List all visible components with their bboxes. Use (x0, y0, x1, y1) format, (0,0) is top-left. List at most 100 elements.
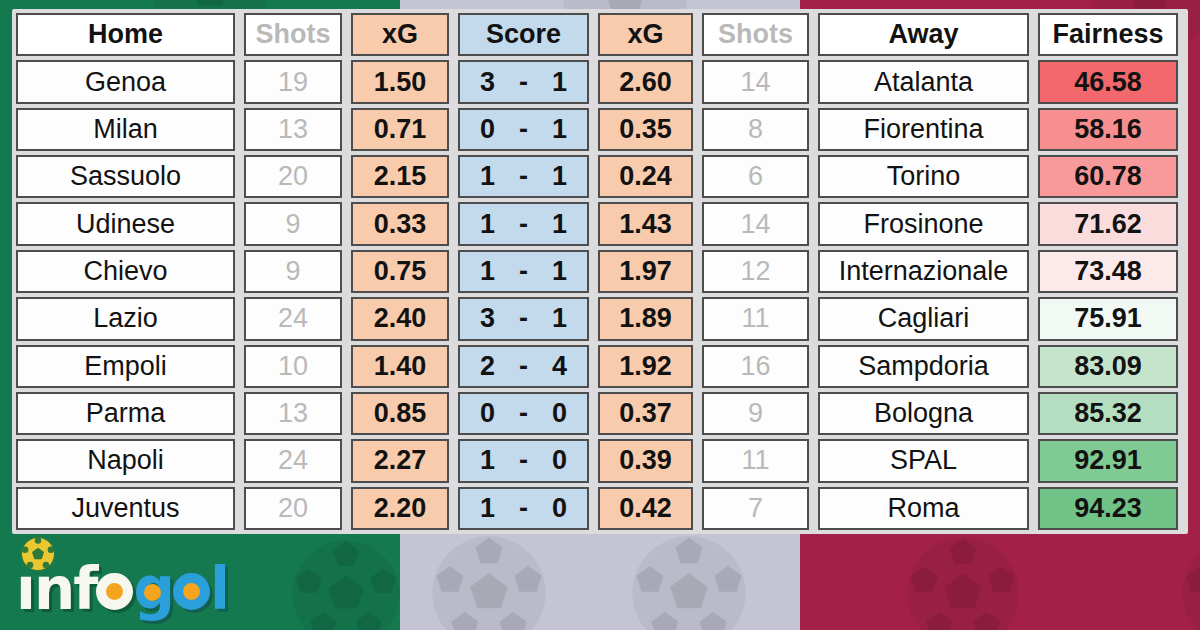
away-goals: 0 (552, 398, 567, 429)
home-team-cell: Empoli (16, 345, 235, 388)
away-xg-cell: 1.89 (598, 297, 693, 340)
away-goals: 0 (552, 445, 567, 476)
away-xg-cell: 1.43 (598, 202, 693, 245)
away-team-cell: Internazionale (818, 250, 1029, 293)
away-shots-cell: 7 (702, 487, 809, 530)
home-xg-cell: 0.71 (351, 108, 449, 151)
away-team-cell: Sampdoria (818, 345, 1029, 388)
home-xg-cell: 1.50 (351, 60, 449, 103)
page-background-italian-flag: Home Shots xG Score xG Shots Away Fairne… (0, 0, 1200, 630)
away-goals: 1 (552, 114, 567, 145)
away-xg-cell: 2.60 (598, 60, 693, 103)
fairness-cell: 60.78 (1038, 155, 1178, 198)
header-away-shots: Shots (702, 13, 809, 56)
away-xg-cell: 0.42 (598, 487, 693, 530)
header-score: Score (458, 13, 589, 56)
logo-letter-o (173, 573, 210, 610)
away-shots-cell: 16 (702, 345, 809, 388)
home-goals: 0 (480, 114, 495, 145)
home-shots-cell: 13 (244, 392, 342, 435)
score-dash: - (519, 67, 528, 98)
score-dash: - (519, 493, 528, 524)
home-xg-cell: 1.40 (351, 345, 449, 388)
score-dash: - (519, 256, 528, 287)
logo-letter-f: f (73, 555, 96, 623)
logo-letter-g: g (133, 554, 173, 624)
away-team-cell: Fiorentina (818, 108, 1029, 151)
score-cell: 2-4 (458, 345, 589, 388)
away-goals: 1 (552, 161, 567, 192)
score-cell: 1-1 (458, 202, 589, 245)
home-shots-cell: 19 (244, 60, 342, 103)
away-team-cell: Bologna (818, 392, 1029, 435)
away-shots-cell: 6 (702, 155, 809, 198)
away-xg-cell: 0.24 (598, 155, 693, 198)
home-goals: 1 (480, 209, 495, 240)
score-cell: 1-0 (458, 487, 589, 530)
away-goals: 1 (552, 67, 567, 98)
home-shots-cell: 10 (244, 345, 342, 388)
score-dash: - (519, 303, 528, 334)
home-shots-cell: 24 (244, 297, 342, 340)
header-home-shots: Shots (244, 13, 342, 56)
logo-letter-i: ı (16, 555, 34, 623)
fairness-cell: 46.58 (1038, 60, 1178, 103)
header-away-xg: xG (598, 13, 693, 56)
away-shots-cell: 14 (702, 60, 809, 103)
fairness-cell: 85.32 (1038, 392, 1178, 435)
away-xg-cell: 0.35 (598, 108, 693, 151)
away-shots-cell: 11 (702, 297, 809, 340)
home-team-cell: Genoa (16, 60, 235, 103)
score-cell: 1-1 (458, 250, 589, 293)
home-team-cell: Napoli (16, 439, 235, 482)
home-goals: 1 (480, 493, 495, 524)
infogol-wordmark: ınfgl (16, 554, 228, 624)
xg-results-table: Home Shots xG Score xG Shots Away Fairne… (12, 9, 1188, 534)
away-team-cell: Roma (818, 487, 1029, 530)
score-cell: 3-1 (458, 297, 589, 340)
home-xg-cell: 0.75 (351, 250, 449, 293)
score-cell: 0-0 (458, 392, 589, 435)
away-team-cell: Atalanta (818, 60, 1029, 103)
home-team-cell: Lazio (16, 297, 235, 340)
home-team-cell: Parma (16, 392, 235, 435)
score-cell: 1-0 (458, 439, 589, 482)
score-dash: - (519, 398, 528, 429)
fairness-cell: 94.23 (1038, 487, 1178, 530)
away-goals: 1 (552, 209, 567, 240)
home-goals: 0 (480, 398, 495, 429)
home-team-cell: Chievo (16, 250, 235, 293)
away-shots-cell: 11 (702, 439, 809, 482)
infogol-logo: ınfgl (16, 538, 356, 630)
home-shots-cell: 9 (244, 250, 342, 293)
home-xg-cell: 0.85 (351, 392, 449, 435)
home-xg-cell: 2.40 (351, 297, 449, 340)
away-xg-cell: 0.39 (598, 439, 693, 482)
home-shots-cell: 13 (244, 108, 342, 151)
home-team-cell: Milan (16, 108, 235, 151)
home-xg-cell: 0.33 (351, 202, 449, 245)
away-goals: 4 (552, 351, 567, 382)
home-shots-cell: 24 (244, 439, 342, 482)
away-team-cell: Torino (818, 155, 1029, 198)
home-team-cell: Udinese (16, 202, 235, 245)
logo-letter-n: n (34, 555, 73, 623)
header-home-xg: xG (351, 13, 449, 56)
away-shots-cell: 14 (702, 202, 809, 245)
home-goals: 3 (480, 67, 495, 98)
home-goals: 1 (480, 256, 495, 287)
away-xg-cell: 1.97 (598, 250, 693, 293)
home-xg-cell: 2.15 (351, 155, 449, 198)
home-shots-cell: 9 (244, 202, 342, 245)
away-team-cell: Cagliari (818, 297, 1029, 340)
score-dash: - (519, 209, 528, 240)
score-cell: 1-1 (458, 155, 589, 198)
home-xg-cell: 2.20 (351, 487, 449, 530)
score-dash: - (519, 161, 528, 192)
fairness-cell: 92.91 (1038, 439, 1178, 482)
away-shots-cell: 12 (702, 250, 809, 293)
home-goals: 1 (480, 161, 495, 192)
home-team-cell: Juventus (16, 487, 235, 530)
logo-letter-l: l (210, 555, 228, 623)
fairness-cell: 75.91 (1038, 297, 1178, 340)
